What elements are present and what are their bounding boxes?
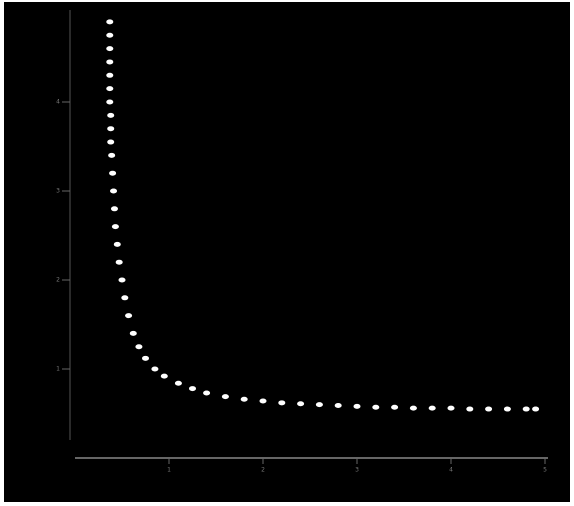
point	[112, 224, 119, 229]
x-tick-label: 4	[449, 467, 453, 474]
point	[372, 405, 379, 410]
point	[278, 400, 285, 405]
plot-background	[4, 2, 570, 502]
y-tick-label: 3	[56, 188, 60, 195]
point	[125, 313, 132, 318]
point	[316, 402, 323, 407]
y-tick-label: 2	[56, 277, 60, 284]
point	[106, 73, 113, 78]
page: {"chart_data": {"type": "scatter", "colo…	[0, 0, 574, 506]
point	[109, 171, 116, 176]
point	[175, 381, 182, 386]
point	[485, 407, 492, 412]
point	[504, 407, 511, 412]
point	[107, 140, 114, 145]
point	[106, 86, 113, 91]
point	[119, 278, 126, 283]
point	[130, 331, 137, 336]
point	[106, 46, 113, 51]
point	[114, 242, 121, 247]
point	[448, 406, 455, 411]
point	[121, 295, 128, 300]
chart: 1 2 3 4 1 2 3 4 5	[0, 0, 574, 506]
point	[189, 386, 196, 391]
point	[142, 356, 149, 361]
point	[151, 367, 158, 372]
point	[135, 344, 142, 349]
point	[106, 33, 113, 38]
x-tick-label: 1	[167, 467, 171, 474]
point	[110, 189, 117, 194]
point	[108, 153, 115, 158]
point	[335, 403, 342, 408]
point	[391, 405, 398, 410]
point	[161, 374, 168, 379]
point	[106, 59, 113, 64]
y-tick-label: 1	[56, 366, 60, 373]
x-tick-label: 3	[355, 467, 359, 474]
point	[241, 397, 248, 402]
point	[203, 391, 210, 396]
point	[354, 404, 361, 409]
point	[466, 407, 473, 412]
point	[107, 126, 114, 131]
point	[523, 407, 530, 412]
point	[106, 19, 113, 24]
point	[116, 260, 123, 265]
point	[260, 399, 267, 404]
point	[222, 394, 229, 399]
x-tick-label: 2	[261, 467, 265, 474]
point	[532, 407, 539, 412]
point	[106, 100, 113, 105]
x-tick-label: 5	[543, 467, 547, 474]
y-tick-label: 4	[56, 99, 60, 106]
point	[297, 401, 304, 406]
point	[107, 113, 114, 118]
point	[429, 406, 436, 411]
point	[410, 406, 417, 411]
point	[111, 206, 118, 211]
